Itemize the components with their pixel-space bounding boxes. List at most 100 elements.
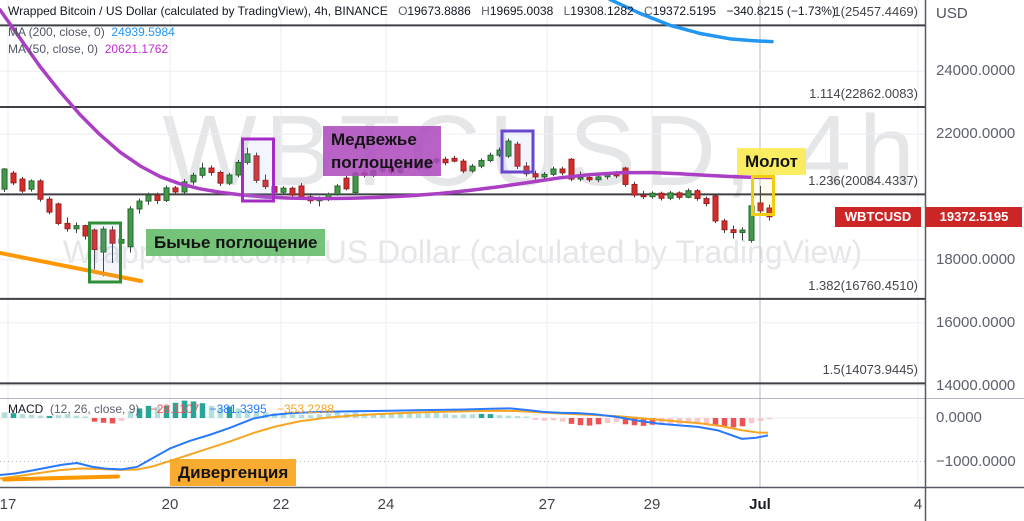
macd-histogram-bar [622,418,629,425]
macd-histogram-bar [505,415,512,418]
ma200-line[interactable] [608,0,774,44]
candle-up [73,225,80,230]
macd-histogram-bar [649,418,656,425]
macd-histogram-bar [451,414,458,418]
candle-up [685,190,692,198]
macd-histogram-bar [712,418,719,426]
candle-down [91,229,98,251]
macd-histogram-bar [658,418,665,425]
macd-histogram-bar [145,405,152,418]
candle-down [262,179,269,188]
macd-histogram-bar [757,418,764,422]
candle-down [721,220,728,231]
candle-up [649,192,656,198]
bullish-engulfing-box[interactable] [88,221,122,284]
macd-histogram-bar [550,418,557,421]
candle-up [478,160,485,167]
macd-histogram-bar [595,418,602,425]
candle-down [730,229,737,234]
macd-histogram-bar [316,414,323,418]
candle-down [361,172,368,176]
macd-histogram-bar [334,412,341,418]
macd-histogram-bar [523,416,530,418]
macd-histogram-bar [217,407,224,418]
macd-histogram-bar [460,414,467,418]
candle-down [388,168,395,173]
macd-histogram-bar [370,413,377,418]
candle-up [541,173,548,178]
candle-up [163,187,170,201]
candle-down [64,222,71,230]
candle-down [19,178,26,192]
macd-histogram-bar [694,418,701,425]
candle-down [586,177,593,181]
macd-histogram-bar [478,413,485,418]
macd-histogram-bar [307,415,314,418]
macd-histogram-bar [577,418,584,426]
macd-histogram-bar [208,405,215,418]
macd-histogram-bar [118,418,125,421]
candle-down [658,192,665,199]
macd-histogram-bar [109,418,116,424]
candle-down [55,203,62,224]
candle-up [433,158,440,163]
candle-down [154,194,161,201]
candle-down [10,172,17,184]
macd-histogram-bar [388,414,395,418]
macd-histogram-bar [262,412,269,418]
macd-histogram-bar [748,418,755,424]
ma50-line[interactable] [0,8,774,201]
candle-up [280,187,287,193]
macd-histogram-bar [469,414,476,418]
candle-down [523,165,530,175]
macd-histogram-bar [325,413,332,418]
macd-histogram-bar [766,418,773,420]
candle-up [667,192,674,199]
bearish-engulfing-box-2[interactable] [500,129,535,174]
candle-up [145,194,152,202]
price-divergence-trendline[interactable] [0,251,143,283]
macd-histogram-bar [172,402,179,418]
candle-down [82,225,89,237]
hammer-box[interactable] [751,175,775,216]
macd-histogram-bar [739,418,746,427]
macd-histogram-bar [424,413,431,418]
macd-histogram-bar [244,409,251,418]
macd-histogram-bar [685,418,692,424]
macd-histogram-bar [91,418,98,422]
macd-histogram-bar [280,413,287,418]
macd-histogram-bar [64,414,71,418]
macd-histogram-bar [541,418,548,421]
macd-histogram-bar [73,415,80,418]
candle-down [694,190,701,200]
macd-histogram-bar [379,413,386,418]
candle-up [487,154,494,162]
macd-divergence-trendline[interactable] [2,474,120,482]
candle-down [676,192,683,198]
candle-down [253,155,260,181]
macd-histogram-bar [730,418,737,428]
candle-up [595,176,602,181]
candle-down [289,187,296,196]
macd-histogram-bar [559,418,566,422]
candle-down [460,160,467,172]
macd-histogram-bar [100,418,107,423]
bearish-engulfing-box-1[interactable] [241,137,275,203]
candle-up [577,177,584,180]
macd-histogram-bar [433,412,440,418]
macd-histogram-bar [181,400,188,418]
candle-down [172,187,179,193]
candle-up [397,166,404,173]
macd-histogram-bar [253,411,260,418]
macd-histogram-bar [703,418,710,426]
macd-histogram-bar [19,414,26,418]
macd-histogram-bar [298,414,305,418]
candle-up [550,168,557,175]
candle-down [631,183,638,196]
macd-histogram-bar [46,416,53,418]
candle-up [334,185,341,195]
macd-histogram-bar [496,415,503,418]
candle-up [127,208,134,248]
